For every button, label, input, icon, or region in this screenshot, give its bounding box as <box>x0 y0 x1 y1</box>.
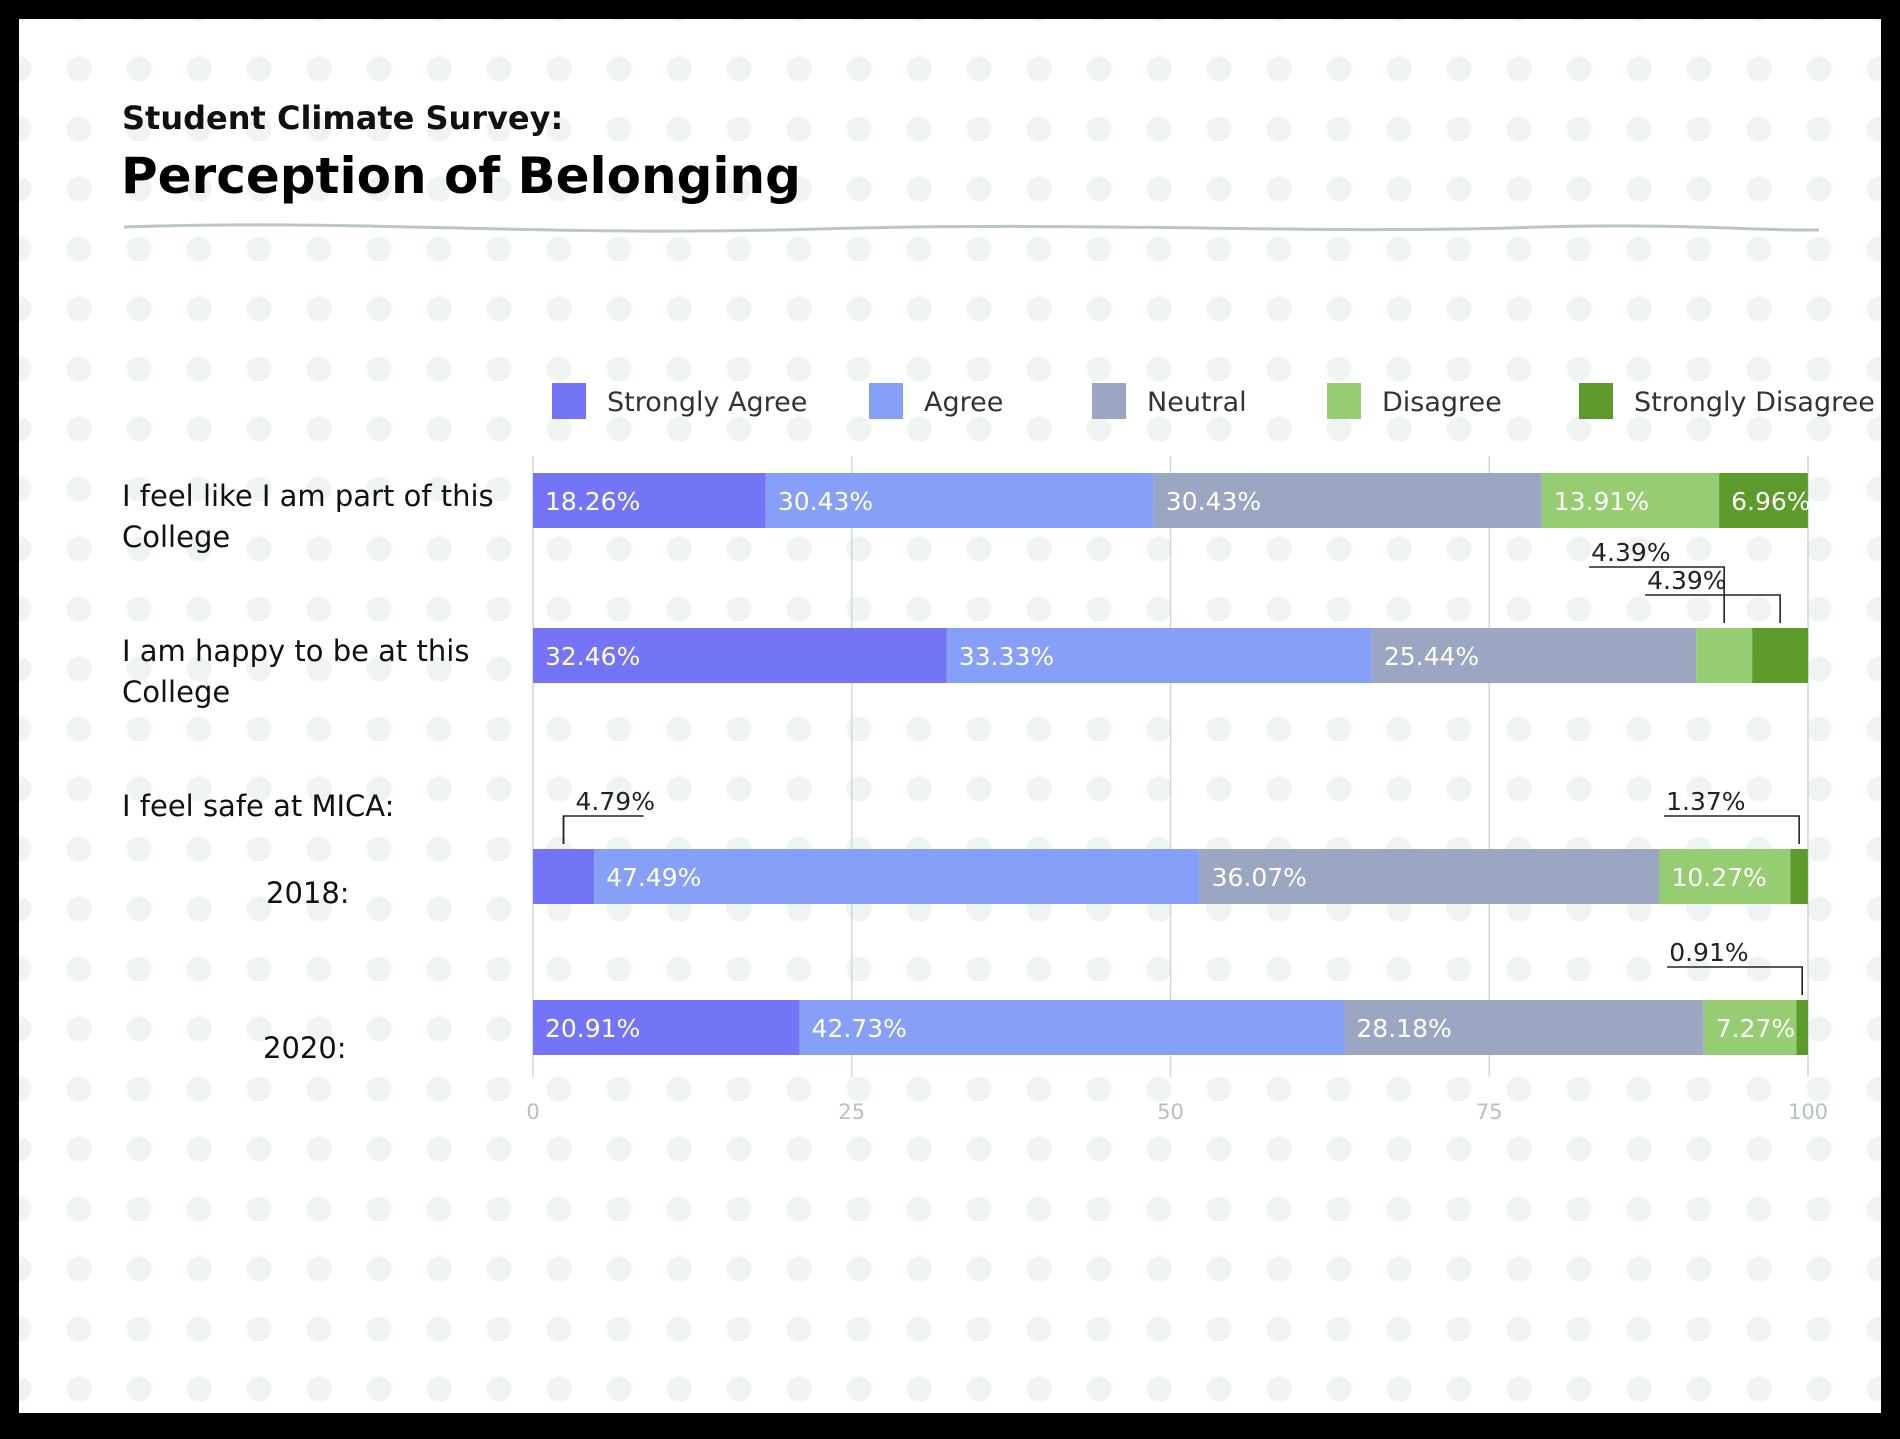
data-label: 28.18% <box>1356 1014 1451 1043</box>
callout-line <box>1645 594 1781 623</box>
row-label-happy-at-college: I am happy to be at this College <box>122 634 470 709</box>
bar-segment-disagree <box>1659 849 1791 904</box>
chart-subtitle: Student Climate Survey: <box>122 99 564 137</box>
data-label: 18.26% <box>545 487 640 516</box>
bar-segment-disagree <box>1541 473 1720 528</box>
callout-label: 4.39% <box>1647 566 1726 595</box>
legend-label-agree: Agree <box>924 387 1003 418</box>
legend-label-neutral: Neutral <box>1147 387 1247 418</box>
bar-segment-neutral <box>1153 473 1542 528</box>
row-label-part-of-college: I feel like I am part of this College <box>122 479 494 554</box>
data-label: 32.46% <box>545 642 640 671</box>
data-label: 47.49% <box>606 863 701 892</box>
legend-label-strongly-agree: Strongly Agree <box>607 387 807 418</box>
data-label: 33.33% <box>959 642 1054 671</box>
legend-label-disagree: Disagree <box>1382 387 1502 418</box>
bar-segment-neutral <box>1199 849 1660 904</box>
bar-segment-agree <box>765 473 1154 528</box>
chart-title: Perception of Belonging <box>121 147 801 205</box>
bar-segment-strongly-disagree <box>1719 473 1808 528</box>
callout-line <box>1589 566 1725 623</box>
callout-line <box>1667 966 1803 995</box>
bar-segment-disagree <box>1696 628 1753 683</box>
data-label: 30.43% <box>778 487 873 516</box>
bar-segment-strongly-disagree <box>1752 628 1809 683</box>
x-tick-label: 100 <box>1788 1100 1828 1124</box>
bar-segment-strongly-agree <box>533 473 766 528</box>
legend-swatch-strongly-agree <box>552 383 586 419</box>
bar-segment-disagree <box>1703 1000 1797 1055</box>
x-tick-label: 0 <box>526 1100 539 1124</box>
row-label-2020: 2020: <box>263 1031 347 1065</box>
data-label: 30.43% <box>1166 487 1261 516</box>
stacked-bar-chart: 0 25 50 75 100 Strongly Agree Agree Neutral Disa… <box>526 383 1875 1124</box>
data-label: 13.91% <box>1554 487 1649 516</box>
callout-label: 1.37% <box>1666 787 1745 816</box>
bar-segment-neutral <box>1344 1000 1704 1055</box>
legend-swatch-disagree <box>1327 383 1361 419</box>
bar-segment-strongly-agree <box>533 628 947 683</box>
x-tick-label: 25 <box>838 1100 865 1124</box>
bar-segment-agree <box>799 1000 1345 1055</box>
legend-swatch-agree <box>869 383 903 419</box>
row-label-2018: 2018: <box>266 876 350 910</box>
bar-segment-agree <box>594 849 1200 904</box>
callout-label: 0.91% <box>1669 938 1748 967</box>
bar-segment-strongly-disagree <box>1790 849 1808 904</box>
data-label: 7.27% <box>1716 1014 1795 1043</box>
callout-label: 4.39% <box>1591 538 1670 567</box>
data-label: 6.96% <box>1731 487 1810 516</box>
data-label: 20.91% <box>545 1014 640 1043</box>
bar-segment-strongly-agree <box>533 1000 800 1055</box>
legend-swatch-strongly-disagree <box>1579 383 1613 419</box>
callout-line <box>562 815 644 844</box>
data-label: 25.44% <box>1384 642 1479 671</box>
row-label-feel-safe: I feel safe at MICA: <box>122 789 395 823</box>
bar-segment-strongly-agree <box>533 849 595 904</box>
data-label: 42.73% <box>812 1014 907 1043</box>
legend-swatch-neutral <box>1092 383 1126 419</box>
callout-label: 4.79% <box>576 787 655 816</box>
chart-frame: Student Climate Survey: Perception of Be… <box>19 19 1881 1413</box>
x-tick-label: 50 <box>1157 1100 1184 1124</box>
bar-segment-strongly-disagree <box>1796 1000 1808 1055</box>
data-label: 10.27% <box>1671 863 1766 892</box>
title-divider-wave <box>123 223 1820 233</box>
callout-line <box>1664 815 1800 844</box>
legend-label-strongly-disagree: Strongly Disagree <box>1634 387 1875 418</box>
bar-segment-neutral <box>1371 628 1697 683</box>
bar-segment-agree <box>946 628 1372 683</box>
x-tick-label: 75 <box>1476 1100 1503 1124</box>
data-label: 36.07% <box>1212 863 1307 892</box>
